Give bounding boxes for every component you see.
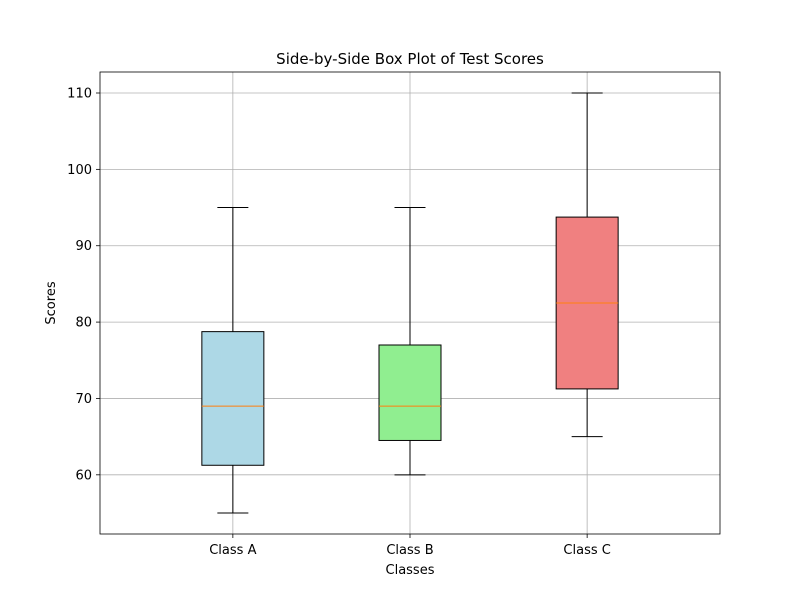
x-axis-ticks: Class A Class B Class C bbox=[209, 534, 611, 558]
y-tick-label: 80 bbox=[75, 316, 92, 331]
box-class-b bbox=[378, 207, 442, 476]
y-tick-label: 110 bbox=[67, 87, 92, 102]
box-series bbox=[201, 92, 619, 514]
y-axis-ticks: 60 70 80 90 100 110 bbox=[67, 87, 100, 483]
box-class-c bbox=[555, 92, 619, 438]
y-tick-label: 90 bbox=[75, 239, 92, 254]
iqr-box bbox=[201, 331, 265, 466]
y-axis-label: Scores bbox=[44, 281, 59, 324]
y-tick-label: 60 bbox=[75, 468, 92, 483]
x-tick-label: Class B bbox=[386, 543, 433, 558]
y-tick-label: 100 bbox=[67, 163, 92, 178]
x-axis-label: Classes bbox=[386, 563, 435, 578]
y-tick-label: 70 bbox=[75, 392, 92, 407]
box-class-a bbox=[201, 207, 265, 514]
x-tick-label: Class C bbox=[563, 543, 610, 558]
chart-title: Side-by-Side Box Plot of Test Scores bbox=[276, 50, 544, 68]
x-tick-label: Class A bbox=[209, 543, 256, 558]
iqr-box bbox=[378, 344, 442, 441]
